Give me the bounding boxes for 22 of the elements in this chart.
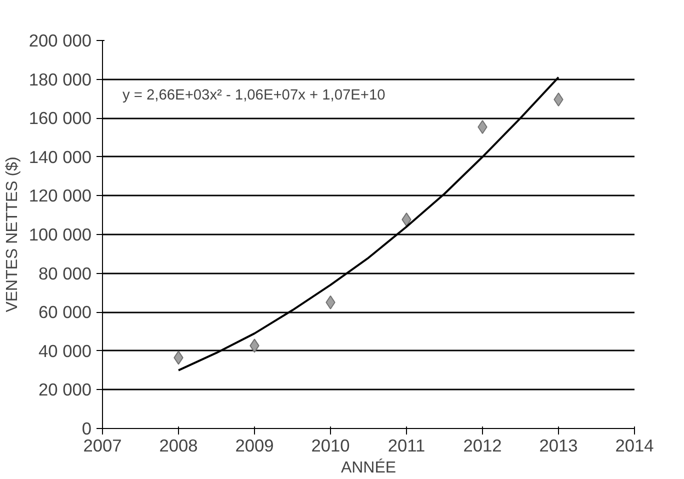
y-tick-label: 40 000 bbox=[38, 340, 92, 361]
y-tick-label: 0 bbox=[82, 418, 92, 438]
x-tick-label: 2007 bbox=[83, 436, 122, 456]
y-tick-label: 140 000 bbox=[28, 146, 92, 167]
x-tick-label: 2009 bbox=[235, 436, 274, 456]
x-tick-label: 2008 bbox=[159, 436, 198, 456]
y-tick-label: 80 000 bbox=[38, 263, 92, 284]
y-tick-label: 60 000 bbox=[38, 302, 92, 322]
x-tick-label: 2010 bbox=[311, 436, 350, 456]
y-tick-label: 20 000 bbox=[38, 380, 92, 400]
x-tick-label: 2011 bbox=[388, 436, 426, 456]
x-axis-title: ANNÉE bbox=[340, 458, 396, 476]
x-tick-label: 2014 bbox=[615, 436, 654, 456]
y-tick-label: 200 000 bbox=[28, 30, 92, 50]
y-axis-title: VENTES NETTES ($) bbox=[4, 156, 21, 312]
y-tick-label: 160 000 bbox=[28, 108, 92, 128]
x-tick-label: 2013 bbox=[539, 436, 578, 456]
annotation: y = 2,66E+03x² - 1,06E+07x + 1,07E+10 bbox=[122, 88, 386, 104]
y-tick-label: 180 000 bbox=[28, 69, 92, 90]
x-tick-label: 2012 bbox=[463, 436, 502, 456]
y-tick-label: 120 000 bbox=[28, 186, 92, 206]
y-tick-label: 100 000 bbox=[28, 224, 92, 244]
